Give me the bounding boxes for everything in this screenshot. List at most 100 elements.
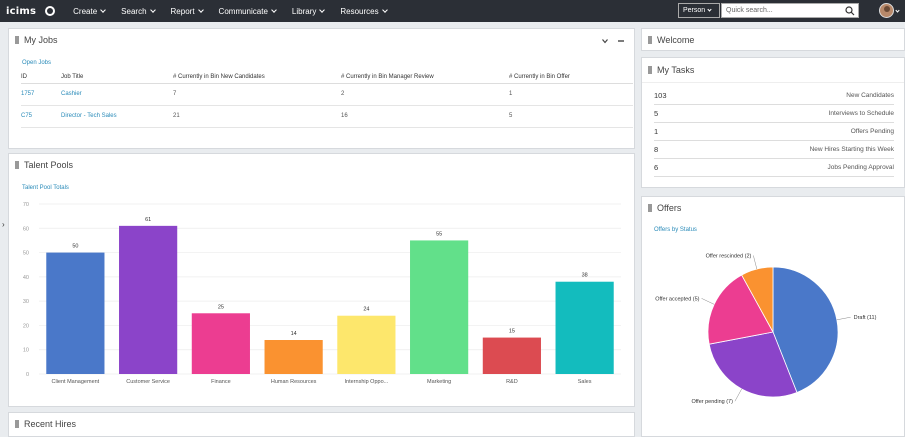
bar [46, 252, 105, 374]
sidebar-expand-icon[interactable]: › [2, 220, 5, 229]
task-label[interactable]: Interviews to Schedule [828, 110, 894, 117]
column-header-manager-review[interactable]: # Currently in Bin Manager Review [341, 71, 509, 84]
drag-handle-icon[interactable] [648, 36, 652, 44]
job-id-link[interactable]: 1757 [21, 83, 61, 106]
talent-pool-totals-link[interactable]: Talent Pool Totals [22, 185, 69, 191]
bar [410, 240, 469, 374]
task-row[interactable]: 1 Offers Pending [654, 123, 894, 141]
new-candidates-count: 7 [173, 83, 341, 106]
recent-hires-panel: Recent Hires [8, 412, 635, 437]
offer-count: 5 [509, 105, 633, 128]
task-row[interactable]: 6 Jobs Pending Approval [654, 159, 894, 177]
bar-data-label: 38 [582, 273, 588, 279]
y-tick-label: 60 [23, 226, 29, 232]
offers-header: Offers [642, 197, 904, 219]
pie-label-leader [734, 388, 742, 402]
talent-pools-title: Talent Pools [24, 160, 74, 170]
globe-icon[interactable] [45, 6, 56, 16]
nav-search[interactable]: Search [113, 7, 162, 16]
my-jobs-header: My Jobs [9, 29, 634, 51]
user-avatar[interactable] [879, 3, 894, 18]
search-type-select[interactable]: Person [678, 3, 720, 18]
bar-data-label: 14 [291, 331, 297, 337]
nav-search-label: Search [121, 6, 147, 16]
drag-handle-icon[interactable] [15, 36, 19, 44]
y-tick-label: 20 [23, 323, 29, 329]
pie-slice-label: Offer rescinded (2) [706, 253, 752, 259]
pie-slice [708, 331, 798, 398]
offers-panel: Offers Offers by Status Draft (11) Offer … [641, 196, 905, 437]
column-header-offer[interactable]: # Currently in Bin Offer [509, 71, 633, 84]
x-tick-label: Client Management [52, 379, 100, 385]
my-jobs-title: My Jobs [24, 35, 58, 45]
task-label[interactable]: Offers Pending [850, 128, 894, 135]
drag-handle-icon[interactable] [648, 204, 652, 212]
task-row[interactable]: 5 Interviews to Schedule [654, 105, 894, 123]
task-count: 6 [654, 163, 659, 172]
nav-report[interactable]: Report [163, 7, 211, 16]
bar [191, 313, 250, 374]
minimize-icon[interactable] [617, 37, 625, 45]
chevron-down-icon [197, 7, 204, 13]
search-icon[interactable] [845, 6, 855, 16]
task-row[interactable]: 8 New Hires Starting this Week [654, 141, 894, 159]
welcome-header: Welcome [642, 29, 904, 51]
chevron-down-icon [707, 7, 712, 12]
column-header-id[interactable]: ID [21, 71, 61, 84]
task-label[interactable]: New Candidates [846, 92, 894, 99]
bar-data-label: 15 [509, 329, 515, 335]
y-tick-label: 0 [26, 372, 29, 378]
task-label[interactable]: New Hires Starting this Week [809, 146, 894, 153]
bar-data-label: 24 [363, 307, 369, 313]
y-tick-label: 30 [23, 299, 29, 305]
pie-slice [741, 266, 774, 333]
job-title-link[interactable]: Cashier [61, 83, 173, 106]
column-header-job-title[interactable]: Job Title [61, 71, 173, 84]
open-jobs-link[interactable]: Open Jobs [22, 60, 52, 66]
welcome-title: Welcome [657, 35, 695, 45]
talent-pool-bar-chart: 0 10 20 30 40 50 60 70 50 Client Management 61 Cust… [23, 202, 621, 385]
chevron-down-icon [381, 7, 388, 13]
bar-data-label: 50 [72, 244, 78, 250]
nav-create[interactable]: Create [65, 7, 113, 16]
recent-hires-header: Recent Hires [9, 413, 634, 435]
new-candidates-count: 21 [173, 105, 341, 128]
chevron-down-icon [149, 7, 156, 13]
nav-resources[interactable]: Resources [332, 7, 394, 16]
pie-slice-label: Offer accepted (5) [655, 296, 699, 302]
bar [482, 337, 541, 374]
chevron-down-icon[interactable] [601, 37, 609, 45]
job-title-link[interactable]: Director - Tech Sales [61, 105, 173, 128]
x-tick-label: R&D [506, 379, 518, 385]
table-header-row: ID Job Title # Currently in Bin New Cand… [21, 71, 633, 84]
bar [119, 225, 178, 374]
offers-by-status-link[interactable]: Offers by Status [654, 227, 697, 233]
chevron-down-icon [319, 7, 326, 13]
drag-handle-icon[interactable] [15, 420, 19, 428]
x-tick-label: Finance [211, 379, 231, 385]
task-count: 103 [654, 91, 667, 100]
job-id-link[interactable]: C75 [21, 105, 61, 128]
x-tick-label: Human Resources [271, 379, 317, 385]
nav-library[interactable]: Library [284, 7, 332, 16]
nav-library-label: Library [291, 6, 317, 16]
pie-label-leader [836, 316, 851, 321]
my-tasks-panel: My Tasks 103 New Candidates 5 Interviews t… [641, 57, 905, 188]
talent-pools-header: Talent Pools [9, 154, 634, 176]
bar-data-label: 25 [218, 304, 224, 310]
nav-communicate[interactable]: Communicate [211, 7, 284, 16]
chevron-down-icon[interactable] [895, 8, 900, 13]
drag-handle-icon[interactable] [648, 66, 652, 74]
icims-logo[interactable]: icims [6, 5, 37, 17]
quick-search-input[interactable]: Quick search... [721, 3, 859, 18]
task-row[interactable]: 103 New Candidates [654, 87, 894, 105]
chevron-down-icon [100, 7, 107, 13]
welcome-panel: Welcome [641, 28, 905, 51]
column-header-new-candidates[interactable]: # Currently in Bin New Candidates [173, 71, 341, 84]
bar-data-label: 61 [145, 217, 151, 223]
task-label[interactable]: Jobs Pending Approval [827, 164, 895, 171]
y-tick-label: 70 [23, 202, 29, 208]
drag-handle-icon[interactable] [15, 161, 19, 169]
bar [264, 340, 323, 374]
search-type-value: Person [683, 7, 706, 14]
